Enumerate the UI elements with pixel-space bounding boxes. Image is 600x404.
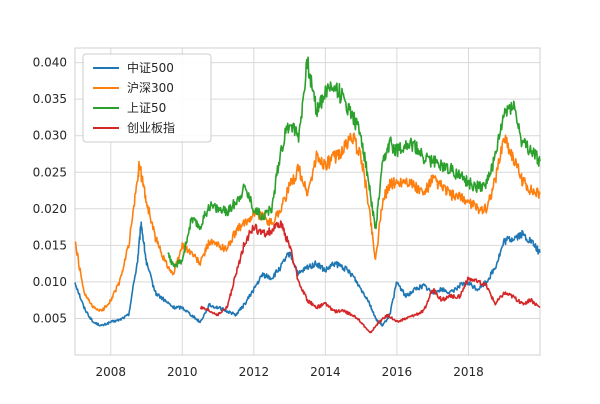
series-lines (74, 56, 541, 334)
y-tick-label: 0.020 (33, 202, 67, 216)
y-tick-label: 0.030 (33, 129, 67, 143)
x-tick-label: 2012 (239, 365, 270, 379)
legend-label: 创业板指 (127, 120, 175, 135)
legend: 中证500 沪深300 上证50 创业板指 (82, 53, 212, 143)
series-line-2 (167, 56, 541, 268)
series-line-0 (74, 221, 541, 327)
legend-label: 中证500 (127, 60, 174, 75)
y-tick-label: 0.040 (33, 56, 67, 70)
series-line-1 (74, 132, 541, 312)
y-tick-label: 0.005 (33, 311, 67, 325)
legend-label: 沪深300 (127, 81, 174, 95)
y-tick-label: 0.010 (33, 275, 67, 289)
x-tick-label: 2010 (167, 365, 198, 379)
series-line-3 (199, 220, 541, 334)
legend-label: 上证50 (127, 101, 166, 115)
x-tick-label: 2014 (310, 365, 341, 379)
legend-box (82, 53, 212, 143)
x-tick-label: 2008 (95, 365, 126, 379)
x-tick-label: 2018 (453, 365, 484, 379)
y-tick-label: 0.035 (33, 92, 67, 106)
y-tick-label: 0.025 (33, 165, 67, 179)
axes: 2008 2010 2012 2014 2016 2018 0.005 0.010 0.015 0… (33, 47, 541, 379)
x-tick-label: 2016 (382, 365, 413, 379)
plot-frame (74, 47, 541, 356)
y-tick-label: 0.015 (33, 238, 67, 252)
